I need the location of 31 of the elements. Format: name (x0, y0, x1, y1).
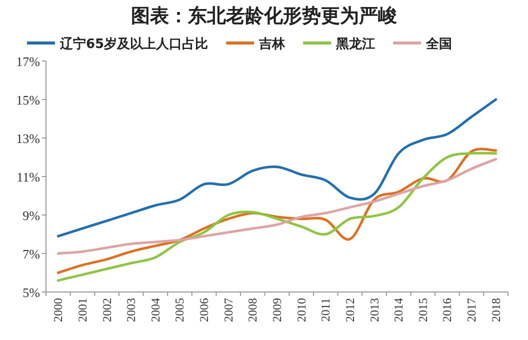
x-tick-label: 2018 (488, 298, 503, 322)
x-tick-label: 2016 (440, 298, 454, 322)
x-tick-label: 2003 (124, 298, 138, 322)
y-tick-label: 15% (16, 92, 40, 108)
legend-label: 辽宁65岁及以上人口占比 (59, 36, 208, 52)
x-tick-label: 2004 (148, 298, 162, 322)
x-tick-label: 2015 (416, 298, 430, 322)
x-tick-label: 2007 (221, 298, 236, 322)
x-tick-label: 2008 (246, 298, 260, 322)
legend-label: 黑龙江 (335, 37, 376, 52)
x-tick-label: 2009 (270, 298, 284, 322)
y-tick-label: 5% (22, 285, 40, 300)
y-tick-label: 11% (16, 170, 40, 184)
x-tick-label: 2000 (51, 298, 66, 322)
x-tick-label: 2011 (318, 298, 333, 322)
y-tick-label: 17% (16, 54, 40, 69)
y-tick-label: 9% (22, 208, 40, 223)
x-tick-label: 2012 (342, 298, 357, 322)
x-tick-label: 2017 (464, 298, 479, 322)
y-tick-label: 13% (16, 131, 40, 146)
y-tick-label: 7% (22, 246, 40, 262)
x-tick-label: 2006 (197, 298, 212, 322)
x-tick-label: 2013 (367, 298, 382, 322)
legend-label: 吉林 (258, 37, 286, 52)
x-tick-label: 2010 (294, 298, 308, 322)
x-tick-label: 2014 (392, 298, 406, 322)
x-tick-label: 2005 (172, 298, 187, 322)
chart-title: 图表：东北老龄化形势更为严峻 (131, 5, 397, 27)
x-tick-label: 2002 (100, 298, 114, 322)
x-tick-label: 2001 (75, 298, 90, 322)
legend-label: 全国 (425, 37, 452, 52)
